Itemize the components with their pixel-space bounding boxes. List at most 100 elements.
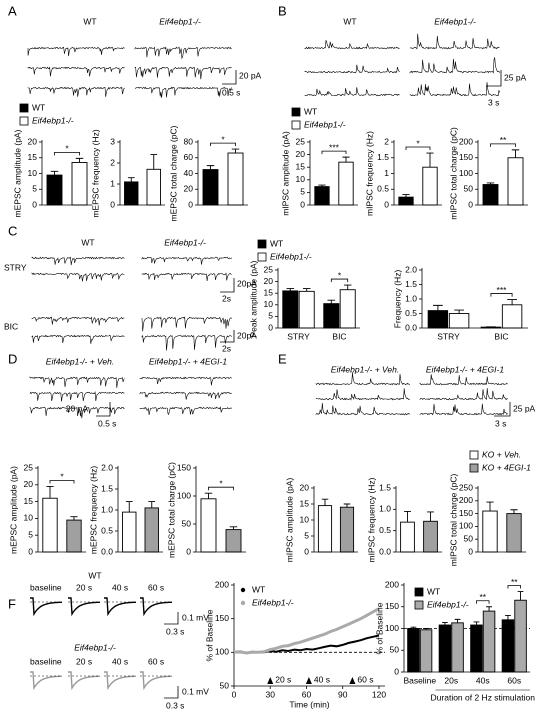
trace (304, 64, 400, 74)
y-tick-label: 20 (28, 136, 38, 146)
y-axis-label: % of Baseline (204, 609, 214, 661)
trace (134, 86, 232, 98)
y-tick-label: 60 (184, 152, 194, 162)
legend-marker (240, 587, 246, 593)
trace (315, 402, 410, 416)
y-tick-label: 200 (215, 579, 229, 589)
series-line (233, 607, 380, 655)
significance-bracket (49, 480, 75, 484)
y-tick-label: 200 (385, 579, 399, 589)
panel-label: B (278, 3, 287, 18)
trace (29, 391, 125, 402)
y-tick-label: 0 (268, 322, 273, 332)
time-label: 20 s (76, 656, 92, 666)
scale-label: 20pA (237, 330, 257, 340)
significance-label: * (60, 472, 64, 482)
scale-label: 3 s (495, 418, 506, 428)
trace (419, 388, 508, 401)
y-tick-label: 5 (300, 187, 305, 197)
y-axis-label: % of Baseline (374, 602, 384, 654)
legend-swatch (257, 239, 267, 249)
bar (282, 290, 299, 329)
trace-label: Eif4ebp1-/- (434, 16, 476, 26)
panel-label: E (278, 351, 287, 366)
y-tick-label: 50 (220, 680, 230, 690)
x-tick-label: BIC (332, 331, 346, 341)
error-bar (517, 591, 524, 601)
significance-label: * (221, 134, 225, 144)
bar (423, 520, 438, 553)
trace (315, 372, 410, 386)
error-bar (231, 148, 240, 154)
error-bar (342, 156, 350, 163)
scale-bar (494, 402, 511, 417)
significance-label: ** (479, 592, 486, 602)
y-tick-label: 25 (24, 462, 34, 472)
panel-label: C (8, 223, 17, 238)
y-axis-label: mEPSC amplitude (pA) (8, 466, 18, 554)
y-axis-label: mEPSC total charge (pC) (168, 125, 178, 221)
x-tick-label: Baseline (403, 675, 436, 685)
y-tick-label: 1.5 (379, 482, 391, 492)
bar (202, 169, 219, 206)
y-tick-label: 0 (468, 199, 473, 209)
y-tick-label: 40 (184, 168, 194, 178)
y-tick-label: 2 (384, 136, 389, 146)
scale-bar (220, 278, 235, 293)
y-axis-label: mEPSC frequency (Hz) (90, 129, 100, 217)
field-trace (140, 597, 173, 617)
scale-label: 20 pA (66, 403, 89, 413)
bar (419, 629, 433, 673)
bar (71, 162, 88, 206)
y-tick-label: 20 (264, 276, 274, 286)
bar (514, 599, 527, 673)
legend-swatch (469, 463, 479, 473)
trace-label: Eif4ebp1-/- + Veh. (331, 364, 399, 374)
field-trace (68, 671, 101, 691)
trace (141, 334, 232, 351)
y-tick-label: 150 (459, 508, 473, 518)
y-tick-label: 10 (300, 514, 310, 524)
error-bar (150, 154, 158, 170)
bar (338, 161, 354, 206)
y-axis-label: mEPSC amplitude (pA) (12, 129, 22, 217)
trace (134, 46, 232, 60)
scale-label: 0.1 mV (182, 612, 209, 622)
trace (31, 316, 125, 326)
y-tick-label: 15 (296, 161, 306, 171)
significance-label: * (65, 144, 69, 154)
error-bar (50, 170, 59, 176)
legend-swatch (414, 587, 424, 597)
y-axis-label: mEPSC frequency (Hz) (88, 466, 98, 554)
legend-label: KO + Veh. (482, 449, 521, 459)
y-axis-label: mIPSC frequency (Hz) (364, 131, 374, 216)
error-bar (402, 194, 410, 198)
row-label: BIC (4, 321, 18, 331)
error-bar (486, 182, 495, 185)
legend-marker (240, 600, 246, 606)
error-bar (511, 149, 520, 158)
bar (317, 505, 333, 553)
scale-label: 0.5 s (222, 87, 240, 97)
annotation-arrow (349, 677, 356, 684)
y-tick-label: 0 (300, 199, 305, 209)
error-bar (327, 299, 336, 304)
scale-label: 3 s (488, 97, 499, 107)
error-bar (510, 509, 518, 514)
scale-bar (164, 686, 179, 699)
significance-bracket (507, 585, 521, 589)
bar (422, 166, 438, 206)
x-tick-label: STRY (437, 331, 460, 341)
significance-bracket (330, 278, 349, 283)
y-tick-label: 0.5 (405, 308, 417, 318)
legend-swatch (469, 450, 479, 460)
significance-label: *** (497, 285, 508, 295)
y-axis-label: mIPSC amplitude (pA) (284, 478, 294, 563)
y-tick-label: 100 (215, 647, 229, 657)
y-tick-label: 150 (459, 152, 473, 162)
bar (507, 157, 524, 206)
y-tick-label: 10 (28, 168, 38, 178)
legend-label: KO + 4EGI-1 (482, 462, 531, 472)
